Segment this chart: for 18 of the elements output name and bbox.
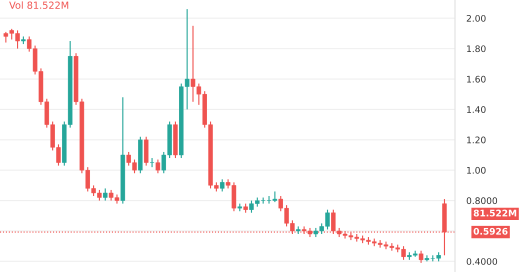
y-tick-label: 1.20: [467, 136, 486, 144]
ref-line-label: 0.5926: [474, 228, 508, 235]
candlestick: [156, 159, 160, 174]
y-tick-label: 0.4000: [466, 258, 498, 265]
y-tick-label: 1.40: [467, 106, 486, 113]
candlestick: [103, 188, 108, 202]
candlestick: [243, 203, 248, 214]
candlestick: [418, 250, 424, 264]
candlestick: [220, 178, 224, 192]
y-tick-label: 1.60: [467, 76, 486, 83]
candlestick: [238, 203, 242, 212]
y-tick-label: 1.00: [467, 166, 486, 174]
annotation: Vol 81.522M: [9, 1, 68, 9]
text: 81.522M: [474, 210, 516, 216]
candlestick: [144, 136, 148, 166]
y-tick-label: 0.8000: [466, 197, 498, 204]
y-tick-label: 2.00: [466, 14, 486, 22]
y-tick-label: 1.80: [467, 45, 486, 52]
